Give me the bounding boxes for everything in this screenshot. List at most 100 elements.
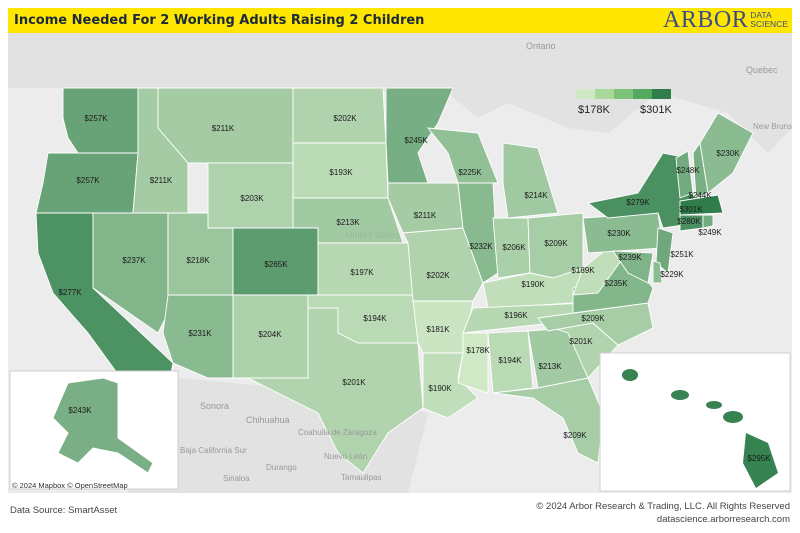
copyright: © 2024 Arbor Research & Trading, LLC. Al… bbox=[536, 501, 790, 512]
state-label-SC: $201K bbox=[569, 337, 593, 346]
state-label-MT: $211K bbox=[212, 124, 235, 133]
logo-sub-science: SCIENCE bbox=[750, 19, 788, 29]
legend-swatch bbox=[614, 89, 633, 99]
state-label-HI: $295K bbox=[747, 454, 771, 463]
logo-sub-data: DATA bbox=[750, 10, 772, 20]
state-label-CO: $265K bbox=[264, 260, 288, 269]
label-coahuila: Coahuila de Zaragoza bbox=[298, 428, 377, 437]
state-label-AZ: $231K bbox=[188, 329, 212, 338]
label-united-states: United States bbox=[346, 230, 401, 240]
label-tamaulipas: Tamaulipas bbox=[341, 473, 381, 482]
state-label-TN: $196K bbox=[504, 311, 528, 320]
state-NV[interactable] bbox=[92, 212, 169, 334]
state-label-MO: $202K bbox=[426, 271, 450, 280]
state-label-PA: $230K bbox=[607, 229, 631, 238]
state-label-AK: $243K bbox=[68, 406, 92, 415]
state-AL[interactable] bbox=[487, 330, 534, 394]
map-attribution: © 2024 Mapbox © OpenStreetMap bbox=[12, 481, 128, 490]
website-link[interactable]: datascience.arborresearch.com bbox=[656, 514, 790, 525]
legend-swatch bbox=[576, 89, 595, 99]
state-label-DE: $229K bbox=[660, 270, 684, 279]
legend-swatch bbox=[652, 89, 671, 99]
state-label-RI: $249K bbox=[698, 228, 722, 237]
logo-name: ARBOR bbox=[663, 6, 749, 33]
state-label-NV: $237K bbox=[122, 256, 146, 265]
state-label-MN: $245K bbox=[404, 136, 428, 145]
state-label-WI: $225K bbox=[458, 168, 482, 177]
state-label-OK: $194K bbox=[363, 314, 387, 323]
state-HI[interactable] bbox=[622, 369, 778, 488]
state-ME[interactable] bbox=[699, 112, 754, 194]
label-sonora: Sonora bbox=[200, 401, 229, 411]
legend-min-label: $178K bbox=[578, 104, 610, 116]
state-label-NM: $204K bbox=[258, 330, 282, 339]
state-label-IA: $211K bbox=[414, 211, 437, 220]
state-label-IL: $232K bbox=[469, 242, 493, 251]
state-label-AL: $194K bbox=[498, 356, 522, 365]
state-RI[interactable] bbox=[702, 214, 714, 229]
state-label-NY: $279K bbox=[626, 198, 650, 207]
state-IL[interactable] bbox=[457, 182, 499, 284]
legend-swatch bbox=[633, 89, 652, 99]
canada-land bbox=[8, 33, 792, 153]
state-MI[interactable] bbox=[502, 142, 559, 219]
state-label-MS: $178K bbox=[466, 346, 490, 355]
label-chihuahua: Chihuahua bbox=[246, 415, 290, 425]
state-label-ND: $202K bbox=[333, 114, 357, 123]
state-label-NJ: $251K bbox=[670, 250, 694, 259]
state-label-MI: $214K bbox=[524, 191, 548, 200]
color-legend: $178K $301K bbox=[576, 89, 672, 116]
state-AK[interactable] bbox=[52, 377, 154, 474]
label-sinaloa: Sinaloa bbox=[223, 474, 250, 483]
state-MS[interactable] bbox=[457, 332, 489, 394]
footer-right: © 2024 Arbor Research & Trading, LLC. Al… bbox=[536, 500, 790, 526]
state-label-VA: $235K bbox=[604, 279, 628, 288]
label-ontario: Ontario bbox=[526, 41, 556, 51]
state-label-MA: $301K bbox=[679, 205, 703, 214]
label-new-brunswick: New Brunswick bbox=[753, 122, 792, 131]
state-FL[interactable] bbox=[492, 377, 604, 464]
arbor-logo: ARBOR DATA SCIENCE bbox=[663, 6, 788, 34]
page-title: Income Needed For 2 Working Adults Raisi… bbox=[14, 13, 425, 28]
state-label-WA: $257K bbox=[84, 114, 108, 123]
state-DE[interactable] bbox=[652, 260, 663, 284]
legend-swatch bbox=[595, 89, 614, 99]
state-label-KY: $190K bbox=[521, 280, 545, 289]
state-label-NE: $213K bbox=[336, 218, 360, 227]
state-label-UT: $218K bbox=[186, 256, 210, 265]
state-NJ[interactable] bbox=[655, 227, 674, 274]
state-VT[interactable] bbox=[675, 150, 694, 199]
label-quebec: Quebec bbox=[746, 65, 778, 75]
state-label-OH: $209K bbox=[544, 239, 568, 248]
state-label-SD: $193K bbox=[329, 168, 353, 177]
state-label-TX: $201K bbox=[342, 378, 366, 387]
legend-max-label: $301K bbox=[640, 104, 672, 116]
legend-swatches bbox=[576, 89, 671, 99]
choropleth-map[interactable]: Ontario Quebec New Brunswick United Stat… bbox=[8, 33, 792, 493]
state-label-CT: $280K bbox=[677, 217, 701, 226]
state-label-MD: $239K bbox=[618, 253, 642, 262]
state-TX[interactable] bbox=[247, 307, 424, 474]
states-layer[interactable] bbox=[35, 87, 754, 474]
state-label-VT: $248K bbox=[676, 166, 700, 175]
state-label-OR: $257K bbox=[76, 176, 100, 185]
state-MN[interactable] bbox=[385, 87, 454, 184]
label-durango: Durango bbox=[266, 463, 297, 472]
map-area[interactable]: Ontario Quebec New Brunswick United Stat… bbox=[8, 33, 792, 493]
state-label-CA: $277K bbox=[58, 288, 82, 297]
state-label-GA: $213K bbox=[538, 362, 562, 371]
state-label-WY: $203K bbox=[240, 194, 264, 203]
state-label-KS: $197K bbox=[350, 268, 374, 277]
state-label-FL: $209K bbox=[563, 431, 587, 440]
state-label-AR: $181K bbox=[426, 325, 450, 334]
state-MD[interactable] bbox=[612, 250, 654, 284]
state-label-WV: $189K bbox=[571, 266, 595, 275]
state-label-ME: $230K bbox=[716, 149, 740, 158]
state-MA[interactable] bbox=[679, 194, 724, 216]
data-source: Data Source: SmartAsset bbox=[10, 505, 118, 516]
state-label-NC: $209K bbox=[581, 314, 605, 323]
state-label-ID: $211K bbox=[150, 176, 173, 185]
label-nuevo-leon: Nuevo León bbox=[324, 452, 367, 461]
state-label-NH: $244K bbox=[688, 191, 712, 200]
title-bar: Income Needed For 2 Working Adults Raisi… bbox=[8, 6, 792, 34]
